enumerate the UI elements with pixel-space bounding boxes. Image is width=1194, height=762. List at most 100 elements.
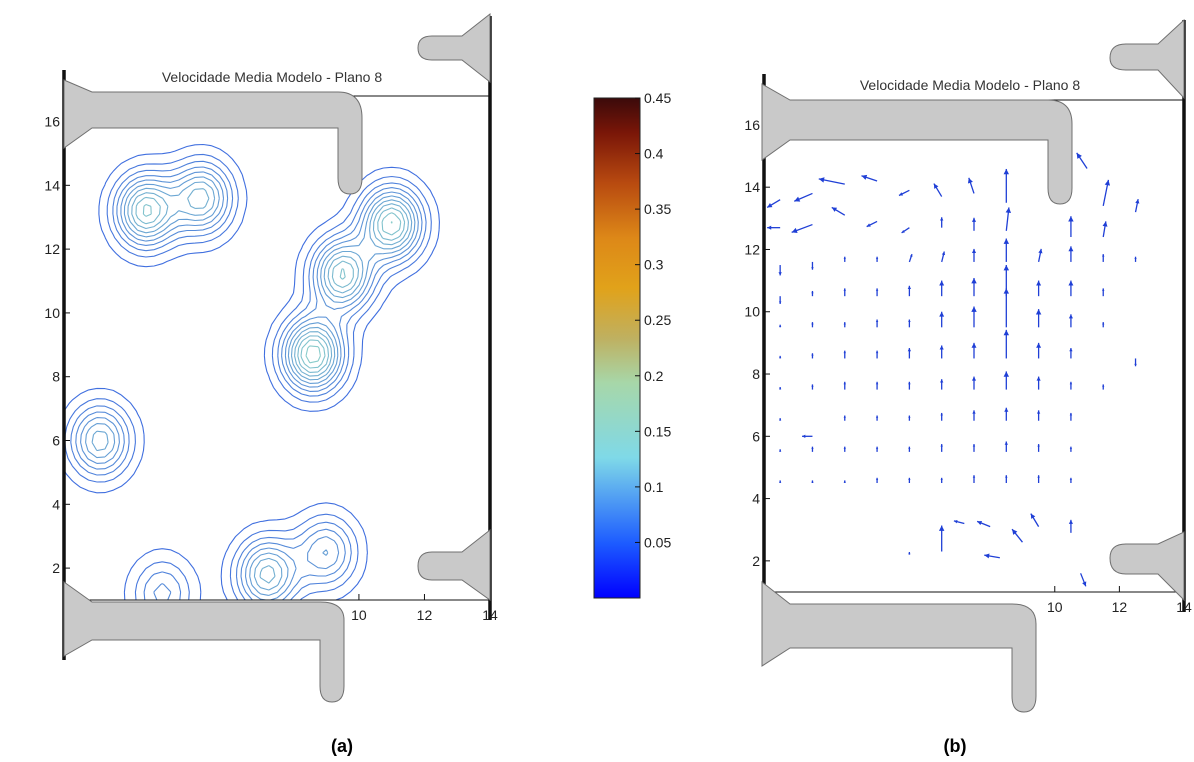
velocity-vector xyxy=(811,261,814,270)
vector-head xyxy=(908,552,911,555)
vector-head xyxy=(779,418,782,421)
velocity-vector xyxy=(940,379,944,390)
vector-head xyxy=(1068,246,1074,252)
velocity-vector xyxy=(1004,407,1009,421)
velocity-vector xyxy=(875,415,879,421)
velocity-vector xyxy=(971,217,977,231)
vector-head xyxy=(1069,477,1073,481)
velocity-vector xyxy=(1036,280,1042,297)
velocity-vector xyxy=(971,277,977,297)
velocity-vector xyxy=(908,477,911,484)
velocity-vector xyxy=(766,199,781,209)
baffle-top-left xyxy=(761,83,1073,205)
contour-line xyxy=(64,153,432,601)
vector-head xyxy=(811,322,814,325)
velocity-vector xyxy=(972,410,976,421)
vector-head xyxy=(971,248,977,253)
vector-head xyxy=(940,477,943,481)
velocity-vector xyxy=(940,412,943,421)
vector-head xyxy=(779,324,782,327)
vector-head xyxy=(1030,513,1036,519)
velocity-vector xyxy=(778,265,782,276)
vector-head xyxy=(933,183,939,189)
colorbar-tick-label: 0.15 xyxy=(644,423,671,439)
contour-line xyxy=(80,171,419,601)
velocity-vector xyxy=(843,415,846,421)
vector-head xyxy=(875,381,879,385)
velocity-vector xyxy=(843,288,847,297)
vector-head xyxy=(767,202,773,208)
vector-head xyxy=(938,525,945,531)
vector-head xyxy=(1102,221,1108,227)
velocity-vector xyxy=(1003,238,1010,262)
vector-head xyxy=(1101,288,1105,291)
velocity-vector xyxy=(971,342,977,359)
vector-head xyxy=(901,230,905,233)
vector-head xyxy=(1068,314,1073,319)
contour-line xyxy=(142,203,402,369)
velocity-vector xyxy=(898,189,910,197)
panel-b-y-tick-label: 12 xyxy=(744,241,760,257)
vector-head xyxy=(1005,207,1012,213)
velocity-vector xyxy=(908,253,913,263)
vector-head xyxy=(875,319,879,322)
velocity-vector xyxy=(811,446,814,452)
vector-head xyxy=(843,322,846,325)
vector-head xyxy=(843,381,847,385)
velocity-vector xyxy=(875,319,879,328)
velocity-vector xyxy=(1102,221,1108,238)
velocity-vector xyxy=(908,415,911,421)
vector-head xyxy=(831,207,838,212)
vector-head xyxy=(811,446,814,449)
baffle-bottom-right xyxy=(417,528,491,601)
caption-b: (b) xyxy=(944,736,967,756)
vector-head xyxy=(875,350,879,354)
panel-a-y-tick-label: 4 xyxy=(52,496,60,512)
panel-b-y-tick-label: 8 xyxy=(752,366,760,382)
velocity-vector xyxy=(1080,573,1087,587)
vector-head xyxy=(811,384,814,387)
velocity-vector xyxy=(875,381,879,390)
baffle-bottom-left xyxy=(761,580,1037,713)
vector-head xyxy=(908,415,911,418)
panel-b-x-tick-label: 12 xyxy=(1112,599,1128,615)
velocity-vector xyxy=(939,280,945,297)
vector-head xyxy=(1068,519,1073,524)
velocity-vector xyxy=(1005,207,1012,231)
vector-head xyxy=(1004,407,1009,412)
baffle-top-right xyxy=(417,12,491,84)
vector-head xyxy=(1003,238,1010,244)
vector-head xyxy=(898,192,904,196)
panel-a-x-tick-label: 10 xyxy=(351,607,367,623)
vector-head xyxy=(1069,412,1073,416)
panel-a-contour: Velocidade Media Modelo - Plano 8 2 4 6 8 10… xyxy=(44,12,498,703)
panel-b-y-tick-label: 16 xyxy=(744,117,760,133)
velocity-vector xyxy=(941,251,946,263)
velocity-vector xyxy=(767,225,781,230)
velocity-vector xyxy=(811,322,814,328)
vector-field xyxy=(766,120,1140,587)
caption-a: (a) xyxy=(331,736,353,756)
velocity-vector xyxy=(1069,381,1073,390)
velocity-vector xyxy=(940,444,943,452)
vector-head xyxy=(1036,342,1042,348)
velocity-vector xyxy=(794,192,813,202)
velocity-vector xyxy=(779,480,782,484)
vector-head xyxy=(909,254,913,257)
velocity-vector xyxy=(1069,477,1073,484)
vector-head xyxy=(1037,475,1040,478)
velocity-vector xyxy=(1068,519,1073,533)
velocity-vector xyxy=(843,256,846,262)
velocity-vector xyxy=(843,350,847,359)
vector-head xyxy=(1036,410,1041,414)
velocity-vector xyxy=(907,285,912,297)
velocity-vector xyxy=(1030,513,1040,527)
velocity-vector xyxy=(1004,441,1008,452)
vector-head xyxy=(875,446,879,449)
colorbar-gradient xyxy=(593,97,641,599)
panel-b-y-tick-label: 14 xyxy=(744,179,760,195)
panel-b-x-tick-label: 14 xyxy=(1176,599,1192,615)
vector-head xyxy=(907,285,912,290)
vector-head xyxy=(818,177,825,183)
